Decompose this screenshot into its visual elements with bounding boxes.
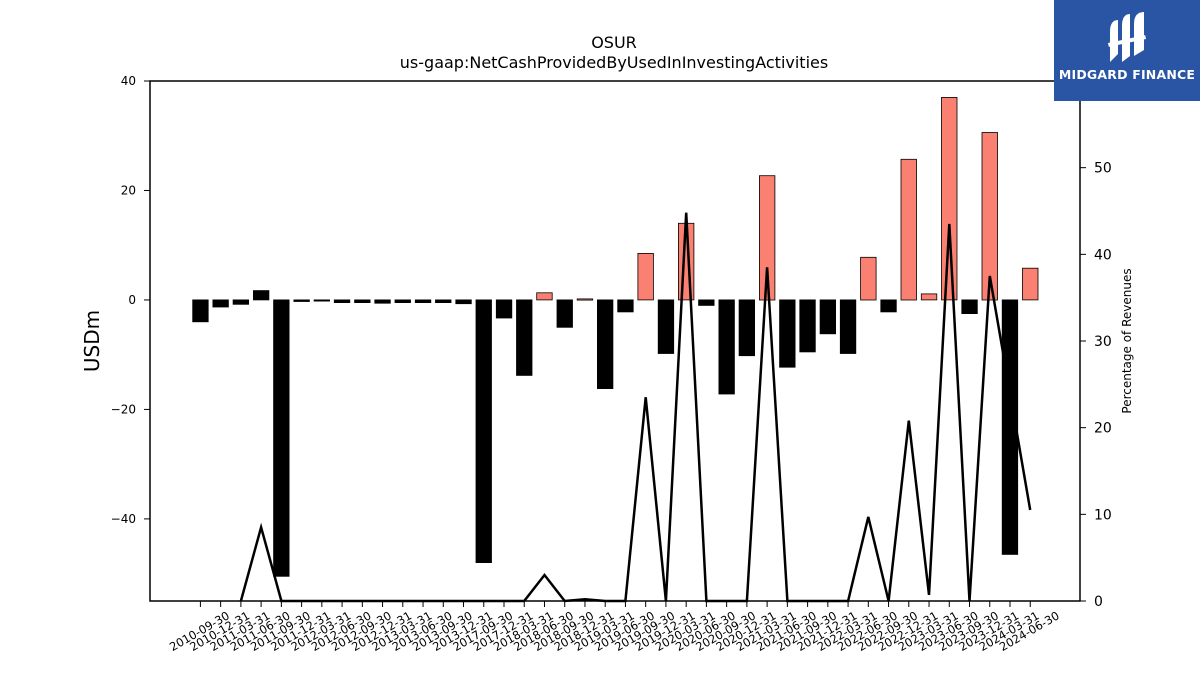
bar-2011-12-31 — [293, 299, 310, 302]
y2-tick-label: 40 — [1094, 247, 1112, 263]
bar-2020-09-30 — [718, 299, 735, 395]
bar-2011-03-31 — [232, 299, 250, 305]
y2-tick-label: 10 — [1094, 507, 1112, 523]
y2-axis-label: Percentage of Revenues — [1120, 268, 1134, 413]
bar-2023-12-31 — [981, 132, 998, 301]
bar-2013-09-30 — [435, 299, 452, 303]
bar-2018-09-30 — [556, 299, 573, 328]
bar-2011-09-30 — [273, 299, 290, 577]
bar-2021-12-31 — [819, 299, 836, 335]
bar-2023-09-30 — [961, 299, 978, 314]
bar-2022-09-30 — [880, 299, 897, 313]
bar-2023-06-30 — [941, 97, 958, 301]
bar-2018-03-31 — [516, 299, 533, 376]
bar-2022-12-31 — [900, 158, 917, 301]
bar-2017-09-30 — [475, 299, 492, 564]
bar-2021-03-31 — [759, 175, 776, 301]
midgard-logo-mark-icon — [1107, 12, 1147, 62]
bar-2019-06-30 — [617, 299, 634, 313]
y-tick-label: −20 — [111, 402, 136, 416]
bar-2019-12-31 — [657, 299, 675, 354]
bar-2010-09-30 — [192, 299, 209, 323]
bar-2020-06-30 — [698, 299, 715, 306]
bar-2012-03-31 — [313, 299, 331, 302]
bar-2020-12-31 — [738, 299, 755, 357]
x-axis-ticks: 2010-09-302010-12-312011-03-312011-06-30… — [167, 601, 1062, 654]
bar-2019-03-31 — [597, 299, 614, 389]
y-axis-label: USDm — [80, 310, 104, 372]
bar-2012-06-30 — [333, 299, 351, 303]
y-axis-ticks: −40 −20 0 20 40 — [111, 74, 150, 526]
y2-tick-label: 30 — [1094, 334, 1112, 350]
midgard-finance-logo: MIDGARD FINANCE — [1054, 0, 1200, 101]
bar-2013-03-31 — [394, 299, 411, 303]
y2-tick-label: 0 — [1094, 594, 1103, 610]
bar-2019-09-30 — [637, 252, 654, 301]
bar-2013-12-31 — [455, 299, 472, 305]
bar-2017-12-31 — [495, 299, 513, 319]
bars-group — [192, 97, 1039, 577]
bar-2013-06-30 — [414, 299, 432, 303]
bar-2022-06-30 — [860, 256, 877, 301]
y-tick-label: 40 — [121, 74, 136, 88]
bar-2018-06-30 — [536, 292, 553, 301]
bar-2022-03-31 — [839, 299, 857, 354]
y2-tick-label: 20 — [1094, 421, 1112, 437]
bar-2012-09-30 — [354, 299, 371, 303]
bar-2021-06-30 — [779, 299, 796, 368]
bar-2021-09-30 — [799, 299, 816, 353]
bar-2023-03-31 — [920, 293, 938, 301]
logo-text: MIDGARD FINANCE — [1058, 67, 1196, 82]
bar-2011-06-30 — [252, 290, 270, 301]
y2-tick-label: 50 — [1094, 161, 1112, 177]
chart-subtitle: us-gaap:NetCashProvidedByUsedInInvesting… — [400, 53, 828, 72]
y2-axis-ticks: 0 10 20 30 40 50 — [1080, 161, 1112, 610]
y-tick-label: 20 — [121, 183, 136, 197]
bar-2010-12-31 — [212, 299, 229, 308]
bar-2018-12-31 — [576, 298, 594, 301]
chart-title: OSUR — [591, 33, 637, 52]
y-tick-label: 0 — [128, 293, 136, 307]
bar-2012-12-31 — [374, 299, 391, 304]
bar-2024-06-30 — [1022, 267, 1039, 301]
y-tick-label: −40 — [111, 512, 136, 526]
